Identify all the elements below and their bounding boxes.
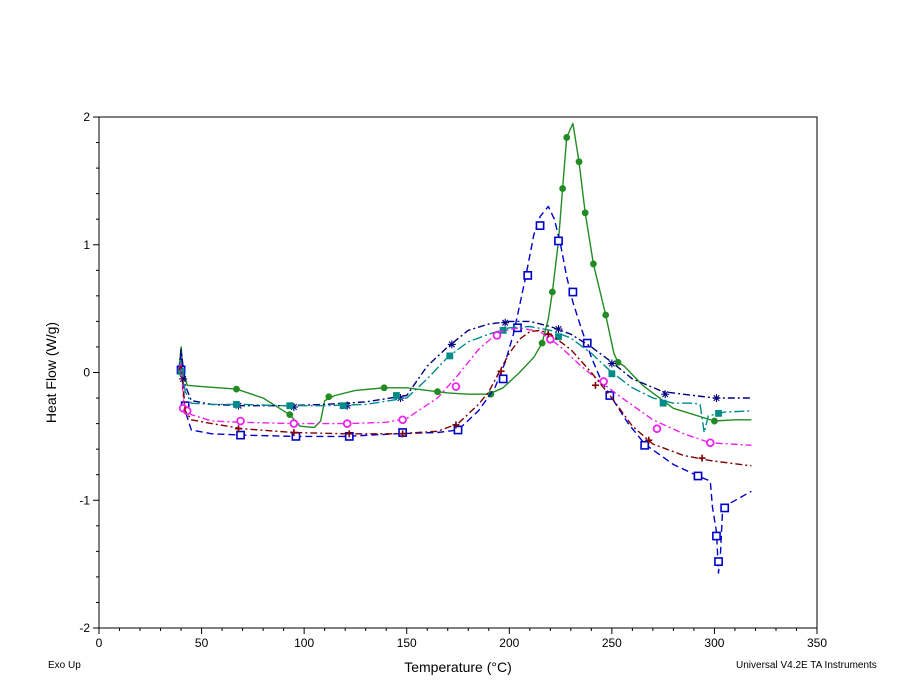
data-point	[659, 399, 667, 407]
data-point	[698, 454, 706, 462]
data-point	[652, 424, 662, 434]
data-point	[451, 382, 461, 391]
data-point	[706, 438, 715, 448]
data-point	[290, 429, 298, 437]
data-point	[715, 409, 722, 417]
data-point	[563, 134, 571, 141]
data-point	[712, 531, 721, 541]
x-tick-label: 50	[195, 636, 209, 650]
data-point	[523, 271, 533, 280]
series-5	[178, 327, 752, 448]
data-point	[399, 430, 407, 438]
data-point	[501, 318, 510, 327]
series-4	[177, 325, 752, 434]
data-point	[497, 367, 505, 375]
x-tick-label: 200	[499, 636, 519, 650]
data-point	[599, 377, 608, 386]
plot-area	[98, 116, 818, 629]
series-line	[178, 325, 752, 434]
data-point	[339, 402, 347, 410]
series-group	[176, 122, 752, 574]
data-point	[345, 430, 353, 438]
series-line	[178, 327, 752, 446]
data-point	[236, 430, 245, 440]
series-2	[176, 205, 752, 574]
y-tick-label: 0	[83, 366, 90, 380]
plot-frame	[98, 116, 818, 629]
x-tick-label: 250	[602, 636, 622, 650]
data-point	[380, 384, 388, 392]
data-point	[453, 425, 463, 435]
data-point	[325, 393, 333, 401]
data-point	[286, 402, 294, 410]
data-point	[712, 394, 721, 403]
data-point	[581, 209, 589, 217]
data-point	[342, 419, 352, 428]
data-point	[568, 287, 578, 297]
x-tick-label: 150	[397, 636, 417, 650]
y-tick-label: -2	[79, 621, 90, 635]
data-point	[589, 260, 597, 268]
exo-up-label: Exo Up	[48, 660, 81, 671]
data-point	[602, 311, 610, 319]
data-point	[645, 436, 653, 444]
data-point	[544, 330, 552, 338]
x-tick-label: 100	[294, 636, 314, 650]
data-point	[233, 385, 240, 393]
instrument-label: Universal V4.2E TA Instruments	[736, 660, 877, 671]
data-point	[447, 340, 456, 349]
x-tick-label: 350	[807, 636, 827, 650]
data-point	[452, 421, 460, 429]
data-point	[607, 359, 616, 368]
x-tick-label: 0	[96, 636, 103, 650]
data-point	[554, 325, 563, 334]
data-point	[289, 419, 299, 428]
data-point	[236, 416, 245, 426]
data-point	[559, 185, 567, 192]
data-point	[233, 401, 240, 408]
data-point	[605, 391, 615, 400]
x-axis-title: Temperature (°C)	[404, 659, 512, 675]
data-point	[434, 388, 441, 396]
data-point	[398, 415, 407, 425]
data-point	[554, 236, 563, 246]
series-line	[178, 122, 752, 429]
x-tick-label: 300	[704, 636, 724, 650]
data-point	[234, 425, 242, 433]
x-axis: 0 50 100 150 200 250 300 350	[96, 628, 827, 650]
data-point	[661, 390, 670, 399]
data-point	[492, 331, 502, 340]
series-6	[178, 329, 752, 467]
y-axis-title: Heat Flow (W/g)	[43, 322, 59, 423]
y-tick-label: 2	[83, 110, 90, 124]
data-point	[720, 503, 730, 513]
data-point	[608, 370, 616, 378]
data-point	[555, 333, 562, 341]
y-tick-label: 1	[83, 238, 90, 252]
series-1	[177, 122, 752, 429]
data-point	[714, 557, 723, 566]
y-tick-label: -1	[79, 493, 90, 507]
data-point	[393, 392, 400, 399]
data-point	[591, 381, 599, 389]
data-point	[575, 158, 583, 166]
data-point	[286, 411, 294, 419]
data-point	[538, 339, 546, 347]
series-line	[178, 205, 752, 574]
series-3	[178, 318, 752, 411]
data-point	[711, 417, 718, 425]
data-point	[640, 440, 650, 450]
data-point	[614, 358, 622, 366]
data-point	[498, 374, 508, 384]
data-point	[535, 221, 545, 230]
data-point	[582, 338, 592, 348]
y-axis: -2 -1 0 1 2	[79, 110, 99, 635]
data-point	[693, 471, 703, 481]
data-point	[446, 352, 454, 360]
series-line	[178, 329, 752, 467]
data-point	[548, 288, 556, 296]
